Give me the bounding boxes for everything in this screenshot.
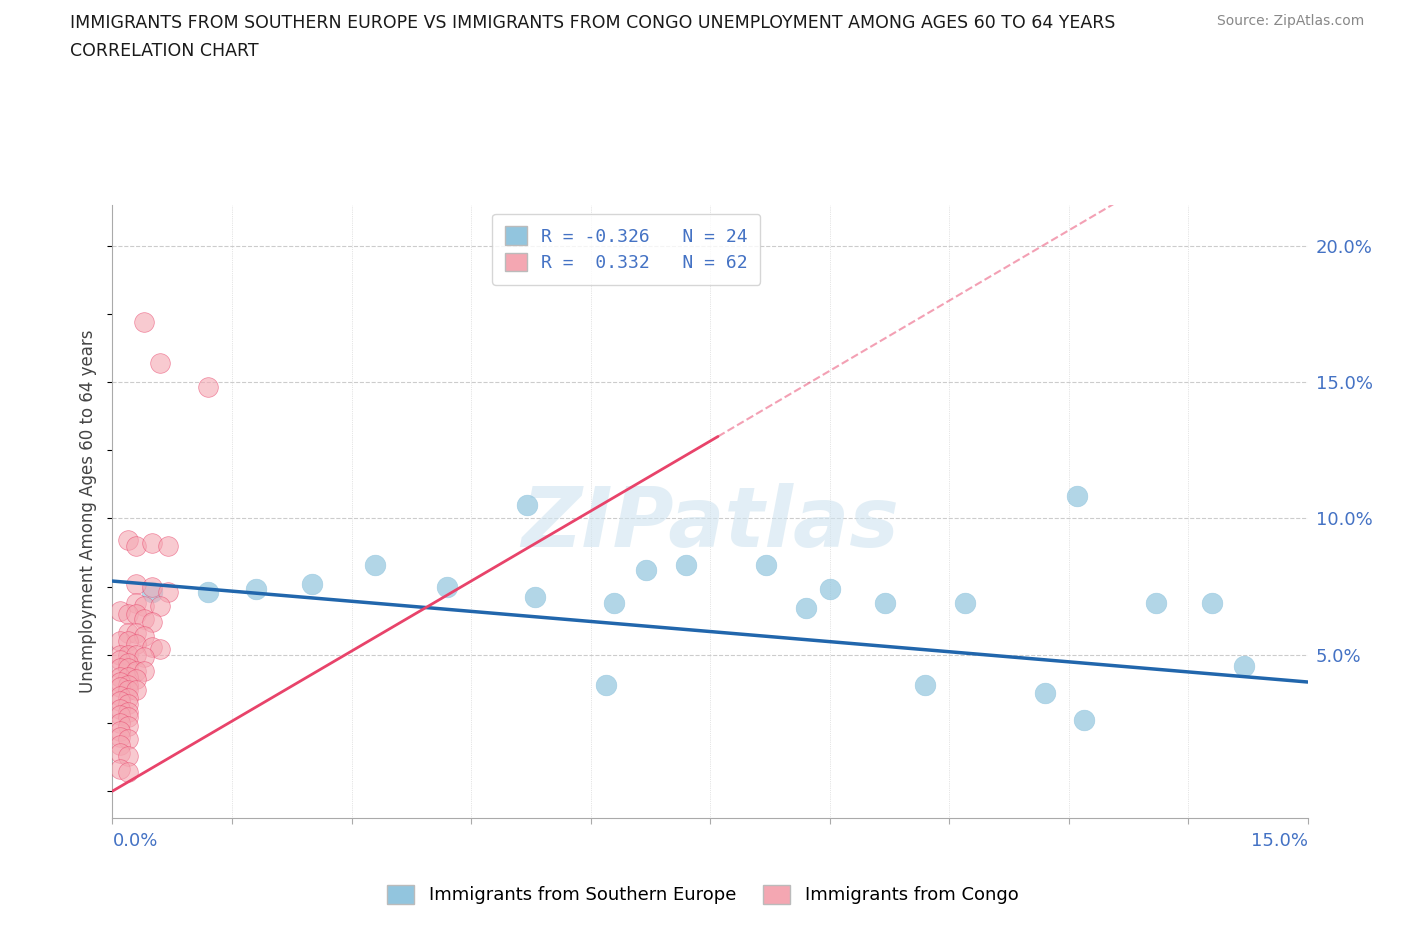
Point xyxy=(117,669,139,684)
Point xyxy=(110,669,132,684)
Point xyxy=(141,536,163,551)
Point xyxy=(117,697,139,711)
Point xyxy=(595,677,617,692)
Point xyxy=(134,612,156,627)
Point xyxy=(157,538,180,553)
Point xyxy=(1201,595,1223,610)
Point xyxy=(516,498,538,512)
Point xyxy=(134,628,156,643)
Point xyxy=(117,647,139,662)
Point xyxy=(110,724,132,738)
Point xyxy=(117,633,139,648)
Point xyxy=(110,715,132,730)
Point xyxy=(110,647,132,662)
Y-axis label: Unemployment Among Ages 60 to 64 years: Unemployment Among Ages 60 to 64 years xyxy=(79,330,97,693)
Legend: R = -0.326   N = 24, R =  0.332   N = 62: R = -0.326 N = 24, R = 0.332 N = 62 xyxy=(492,214,761,285)
Point xyxy=(914,677,936,692)
Point xyxy=(523,590,546,604)
Point xyxy=(1073,712,1095,727)
Point xyxy=(197,380,219,395)
Point xyxy=(125,671,148,686)
Point xyxy=(603,595,626,610)
Point xyxy=(117,764,139,779)
Point xyxy=(125,577,148,591)
Point xyxy=(117,749,139,764)
Point xyxy=(794,601,817,616)
Point xyxy=(125,647,148,662)
Point xyxy=(1033,685,1056,700)
Point xyxy=(436,579,458,594)
Point xyxy=(125,538,148,553)
Point xyxy=(149,355,172,370)
Point xyxy=(110,680,132,695)
Text: Source: ZipAtlas.com: Source: ZipAtlas.com xyxy=(1216,14,1364,28)
Point xyxy=(110,737,132,752)
Point xyxy=(117,691,139,706)
Point xyxy=(675,557,697,572)
Point xyxy=(134,598,156,613)
Point xyxy=(110,688,132,703)
Point xyxy=(110,762,132,777)
Point xyxy=(117,606,139,621)
Point xyxy=(117,718,139,733)
Point xyxy=(141,579,163,594)
Point xyxy=(110,653,132,668)
Text: 15.0%: 15.0% xyxy=(1250,832,1308,850)
Point xyxy=(197,585,219,600)
Point xyxy=(125,595,148,610)
Point xyxy=(755,557,778,572)
Point xyxy=(117,661,139,676)
Point xyxy=(141,639,163,654)
Point xyxy=(818,582,841,597)
Point xyxy=(157,585,180,600)
Point xyxy=(125,683,148,698)
Text: IMMIGRANTS FROM SOUTHERN EUROPE VS IMMIGRANTS FROM CONGO UNEMPLOYMENT AMONG AGES: IMMIGRANTS FROM SOUTHERN EUROPE VS IMMIG… xyxy=(70,14,1116,32)
Point xyxy=(110,729,132,744)
Point xyxy=(117,710,139,724)
Point xyxy=(117,705,139,720)
Point xyxy=(245,582,267,597)
Point xyxy=(141,585,163,600)
Point xyxy=(110,708,132,723)
Point xyxy=(1066,489,1088,504)
Point xyxy=(125,626,148,641)
Point xyxy=(117,683,139,698)
Point xyxy=(117,677,139,692)
Text: CORRELATION CHART: CORRELATION CHART xyxy=(70,42,259,60)
Point xyxy=(953,595,976,610)
Point xyxy=(110,746,132,761)
Point xyxy=(125,606,148,621)
Text: 0.0%: 0.0% xyxy=(112,832,157,850)
Point xyxy=(141,615,163,630)
Point xyxy=(636,563,658,578)
Point xyxy=(110,674,132,689)
Point xyxy=(117,656,139,671)
Point xyxy=(117,732,139,747)
Point xyxy=(1144,595,1167,610)
Legend: Immigrants from Southern Europe, Immigrants from Congo: Immigrants from Southern Europe, Immigra… xyxy=(380,878,1026,911)
Point xyxy=(134,650,156,665)
Point xyxy=(875,595,897,610)
Point xyxy=(134,314,156,329)
Point xyxy=(117,533,139,548)
Point xyxy=(301,577,323,591)
Point xyxy=(110,661,132,676)
Point xyxy=(364,557,387,572)
Point xyxy=(149,598,172,613)
Point xyxy=(125,636,148,651)
Point xyxy=(149,642,172,657)
Point xyxy=(1233,658,1256,673)
Point xyxy=(117,626,139,641)
Point xyxy=(134,664,156,679)
Text: ZIPatlas: ZIPatlas xyxy=(522,484,898,565)
Point xyxy=(110,633,132,648)
Point xyxy=(110,702,132,717)
Point xyxy=(125,664,148,679)
Point xyxy=(110,604,132,618)
Point xyxy=(110,694,132,709)
